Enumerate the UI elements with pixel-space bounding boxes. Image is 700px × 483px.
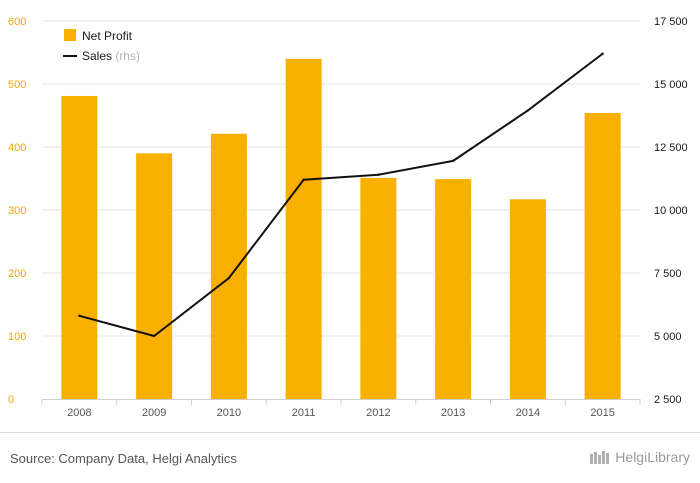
x-tick-label: 2015 — [590, 407, 614, 419]
net-profit-bar — [61, 95, 98, 399]
axes: 0 2 500 100 5 000 200 7 500 300 10 000 400 12 500… — [8, 16, 688, 419]
brand-name: HelgiLibrary — [615, 449, 690, 465]
y-right-tick-label: 15 000 — [654, 79, 688, 91]
legend-label-net-profit: Net Profit — [82, 29, 133, 43]
x-tick-label: 2009 — [142, 407, 166, 419]
net-profit-bar — [136, 153, 173, 399]
sales-point — [227, 276, 231, 280]
x-tick-label: 2014 — [516, 407, 540, 419]
sales-point — [601, 52, 604, 55]
y-right-tick-label: 5 000 — [654, 331, 682, 343]
x-tick-label: 2012 — [366, 407, 390, 419]
y-left-tick-label: 300 — [8, 205, 26, 217]
net-profit-bar — [285, 58, 322, 400]
y-left-tick-label: 500 — [8, 79, 26, 91]
y-right-tick-label: 12 500 — [654, 142, 688, 154]
brand-logo: HelgiLibrary — [589, 449, 690, 465]
legend: Net Profit Sales (rhs) — [63, 29, 140, 63]
y-left-tick-label: 200 — [8, 268, 26, 280]
net-profit-bar — [509, 199, 546, 399]
y-right-tick-label: 2 500 — [654, 394, 682, 406]
gridlines — [42, 20, 640, 337]
y-left-tick-label: 600 — [8, 16, 26, 28]
sales-point — [78, 314, 81, 318]
source-note: Source: Company Data, Helgi Analytics — [10, 451, 237, 466]
legend-label-sales-name: Sales — [82, 49, 112, 63]
legend-label-sales-suffix: (rhs) — [115, 49, 140, 63]
chart: 0 2 500 100 5 000 200 7 500 300 10 000 400 12 500… — [8, 16, 688, 419]
sales-point — [526, 109, 530, 112]
sales-line-group — [78, 52, 604, 338]
x-tick-label: 2010 — [217, 407, 241, 419]
footer-divider — [0, 432, 700, 433]
sales-line — [79, 52, 604, 337]
net-profit-bars — [61, 58, 621, 400]
net-profit-bar — [210, 133, 247, 399]
y-left-tick-label: 100 — [8, 331, 26, 343]
y-right-tick-label: 10 000 — [654, 205, 688, 217]
legend-label-sales: Sales (rhs) — [82, 49, 140, 63]
legend-swatch-net-profit — [64, 29, 76, 41]
x-tick-label: 2008 — [67, 407, 91, 419]
y-right-tick-label: 17 500 — [654, 16, 688, 28]
x-tick-label: 2013 — [441, 407, 465, 419]
y-left-tick-label: 400 — [8, 142, 26, 154]
net-profit-bar — [435, 179, 472, 399]
library-logo-icon — [590, 451, 610, 464]
net-profit-bar — [584, 112, 621, 399]
sales-point — [152, 334, 156, 338]
y-right-tick-label: 7 500 — [654, 268, 682, 280]
y-left-tick-label: 0 — [8, 394, 14, 406]
x-tick-label: 2011 — [292, 407, 316, 419]
sales-point — [302, 178, 305, 181]
sales-point — [377, 173, 380, 176]
net-profit-bar — [360, 177, 397, 399]
sales-point — [451, 159, 455, 163]
